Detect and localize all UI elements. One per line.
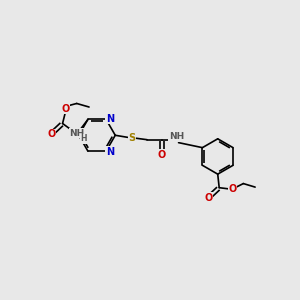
Text: O: O <box>61 104 70 114</box>
Text: O: O <box>47 129 56 139</box>
Text: N: N <box>106 114 114 124</box>
Text: N: N <box>106 147 114 157</box>
Text: H: H <box>80 134 86 143</box>
Text: NH: NH <box>169 132 184 141</box>
Text: O: O <box>158 150 166 160</box>
Text: NH: NH <box>69 129 84 138</box>
Text: O: O <box>228 184 236 194</box>
Text: O: O <box>205 193 213 203</box>
Text: S: S <box>128 133 135 143</box>
